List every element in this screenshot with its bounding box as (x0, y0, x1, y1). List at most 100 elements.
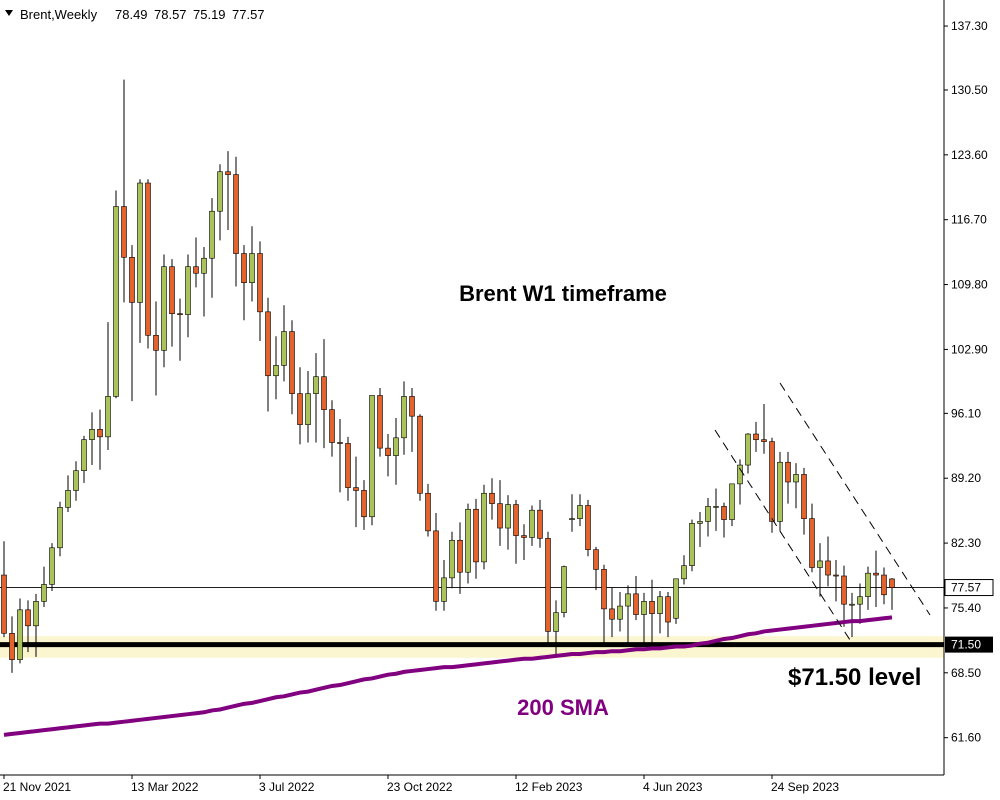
y-tick-label: 130.50 (951, 83, 988, 97)
candle-body (625, 593, 631, 607)
level-label-box (945, 636, 993, 653)
candle-body (537, 509, 543, 539)
candle-body (97, 429, 103, 438)
y-tick-label: 89.20 (951, 471, 981, 485)
y-tick-label: 68.50 (951, 666, 981, 680)
candle-body (345, 443, 351, 488)
candle-body (545, 538, 551, 632)
candle-body (137, 182, 143, 303)
candle-body (225, 171, 231, 175)
candle-body (697, 521, 703, 524)
candle-body (65, 490, 71, 508)
candle-body (849, 603, 855, 606)
candle-body (585, 505, 591, 550)
y-tick-label: 82.30 (951, 536, 981, 550)
y-tick-label: 96.10 (951, 406, 981, 420)
candle-body (41, 584, 47, 602)
candle-body (577, 505, 583, 519)
candle-body (401, 396, 407, 439)
sma-line (3, 615, 893, 737)
candle-body (801, 474, 807, 519)
x-tick-label: 21 Nov 2021 (3, 780, 71, 794)
candle-body (25, 609, 31, 627)
level-annotation: $71.50 level (788, 664, 921, 691)
candle-body (313, 376, 319, 394)
candle-body (753, 433, 759, 440)
sma-label: 200 SMA (517, 695, 609, 720)
candle-body (153, 335, 159, 351)
candle-body (465, 508, 471, 573)
candle-body (745, 433, 751, 466)
candle-body (185, 266, 191, 315)
candle-body (457, 539, 463, 573)
candle-body (281, 331, 287, 366)
candle-body (249, 253, 255, 283)
y-tick-label: 116.70 (951, 213, 987, 227)
candle-body (289, 331, 295, 394)
candle-body (641, 601, 647, 615)
candle-body (785, 461, 791, 483)
y-tick-label: 102.90 (951, 342, 988, 356)
axis-panel (944, 0, 1000, 800)
candle-body (233, 174, 239, 254)
candle-body (873, 572, 879, 576)
candle-body (769, 441, 775, 522)
candle-body (681, 565, 687, 580)
candle-body (369, 395, 375, 518)
candle-body (361, 490, 367, 518)
candle-body (273, 365, 279, 377)
candle-body (865, 572, 871, 597)
candle-body (305, 393, 311, 425)
candle-body (241, 253, 247, 283)
candle-body (633, 593, 639, 615)
candle-body (729, 483, 735, 520)
channel-line (779, 382, 931, 616)
candle-body (57, 507, 63, 549)
header-high: 78.57 (154, 7, 187, 22)
candle-body (505, 504, 511, 529)
y-tick-label: 75.40 (951, 601, 981, 615)
candle-body (177, 313, 183, 316)
candle-body (617, 605, 623, 620)
candle-body (81, 439, 87, 471)
candle-body (761, 439, 767, 442)
candle-body (321, 376, 327, 410)
candle-body (777, 461, 783, 522)
candle-body (705, 506, 711, 522)
candle-body (857, 596, 863, 605)
price-label-box (944, 579, 994, 597)
candle-body (385, 447, 391, 456)
candle-body (409, 396, 415, 417)
header: Brent,Weekly 78.49 78.57 75.19 77.57 (5, 7, 265, 22)
axis-panel (0, 775, 1000, 800)
candle-body (449, 539, 455, 579)
candle-body (513, 504, 519, 536)
candle-body (657, 596, 663, 614)
x-tick-label: 24 Sep 2023 (771, 780, 839, 794)
candle-body (561, 566, 567, 613)
candle-body (49, 547, 55, 585)
candle-body (489, 492, 495, 504)
x-tick-label: 4 Jun 2023 (643, 780, 703, 794)
candle-body (33, 601, 39, 627)
header-low: 75.19 (193, 7, 226, 22)
menu-triangle (5, 10, 13, 16)
plot-area (0, 79, 944, 737)
candle-body (73, 470, 79, 491)
candle-body (113, 206, 119, 397)
candle-body (713, 506, 719, 508)
y-tick-label: 61.60 (951, 731, 981, 745)
candle-body (129, 256, 135, 303)
candle-body (265, 311, 271, 377)
candle-body (201, 257, 207, 274)
candle-body (553, 612, 559, 632)
candle-body (649, 601, 655, 614)
y-tick-label: 123.60 (951, 148, 988, 162)
candle-body (481, 492, 487, 563)
candle-body (593, 549, 599, 570)
candle-body (889, 578, 895, 588)
candle-body (393, 437, 399, 456)
candle-body (473, 508, 479, 563)
